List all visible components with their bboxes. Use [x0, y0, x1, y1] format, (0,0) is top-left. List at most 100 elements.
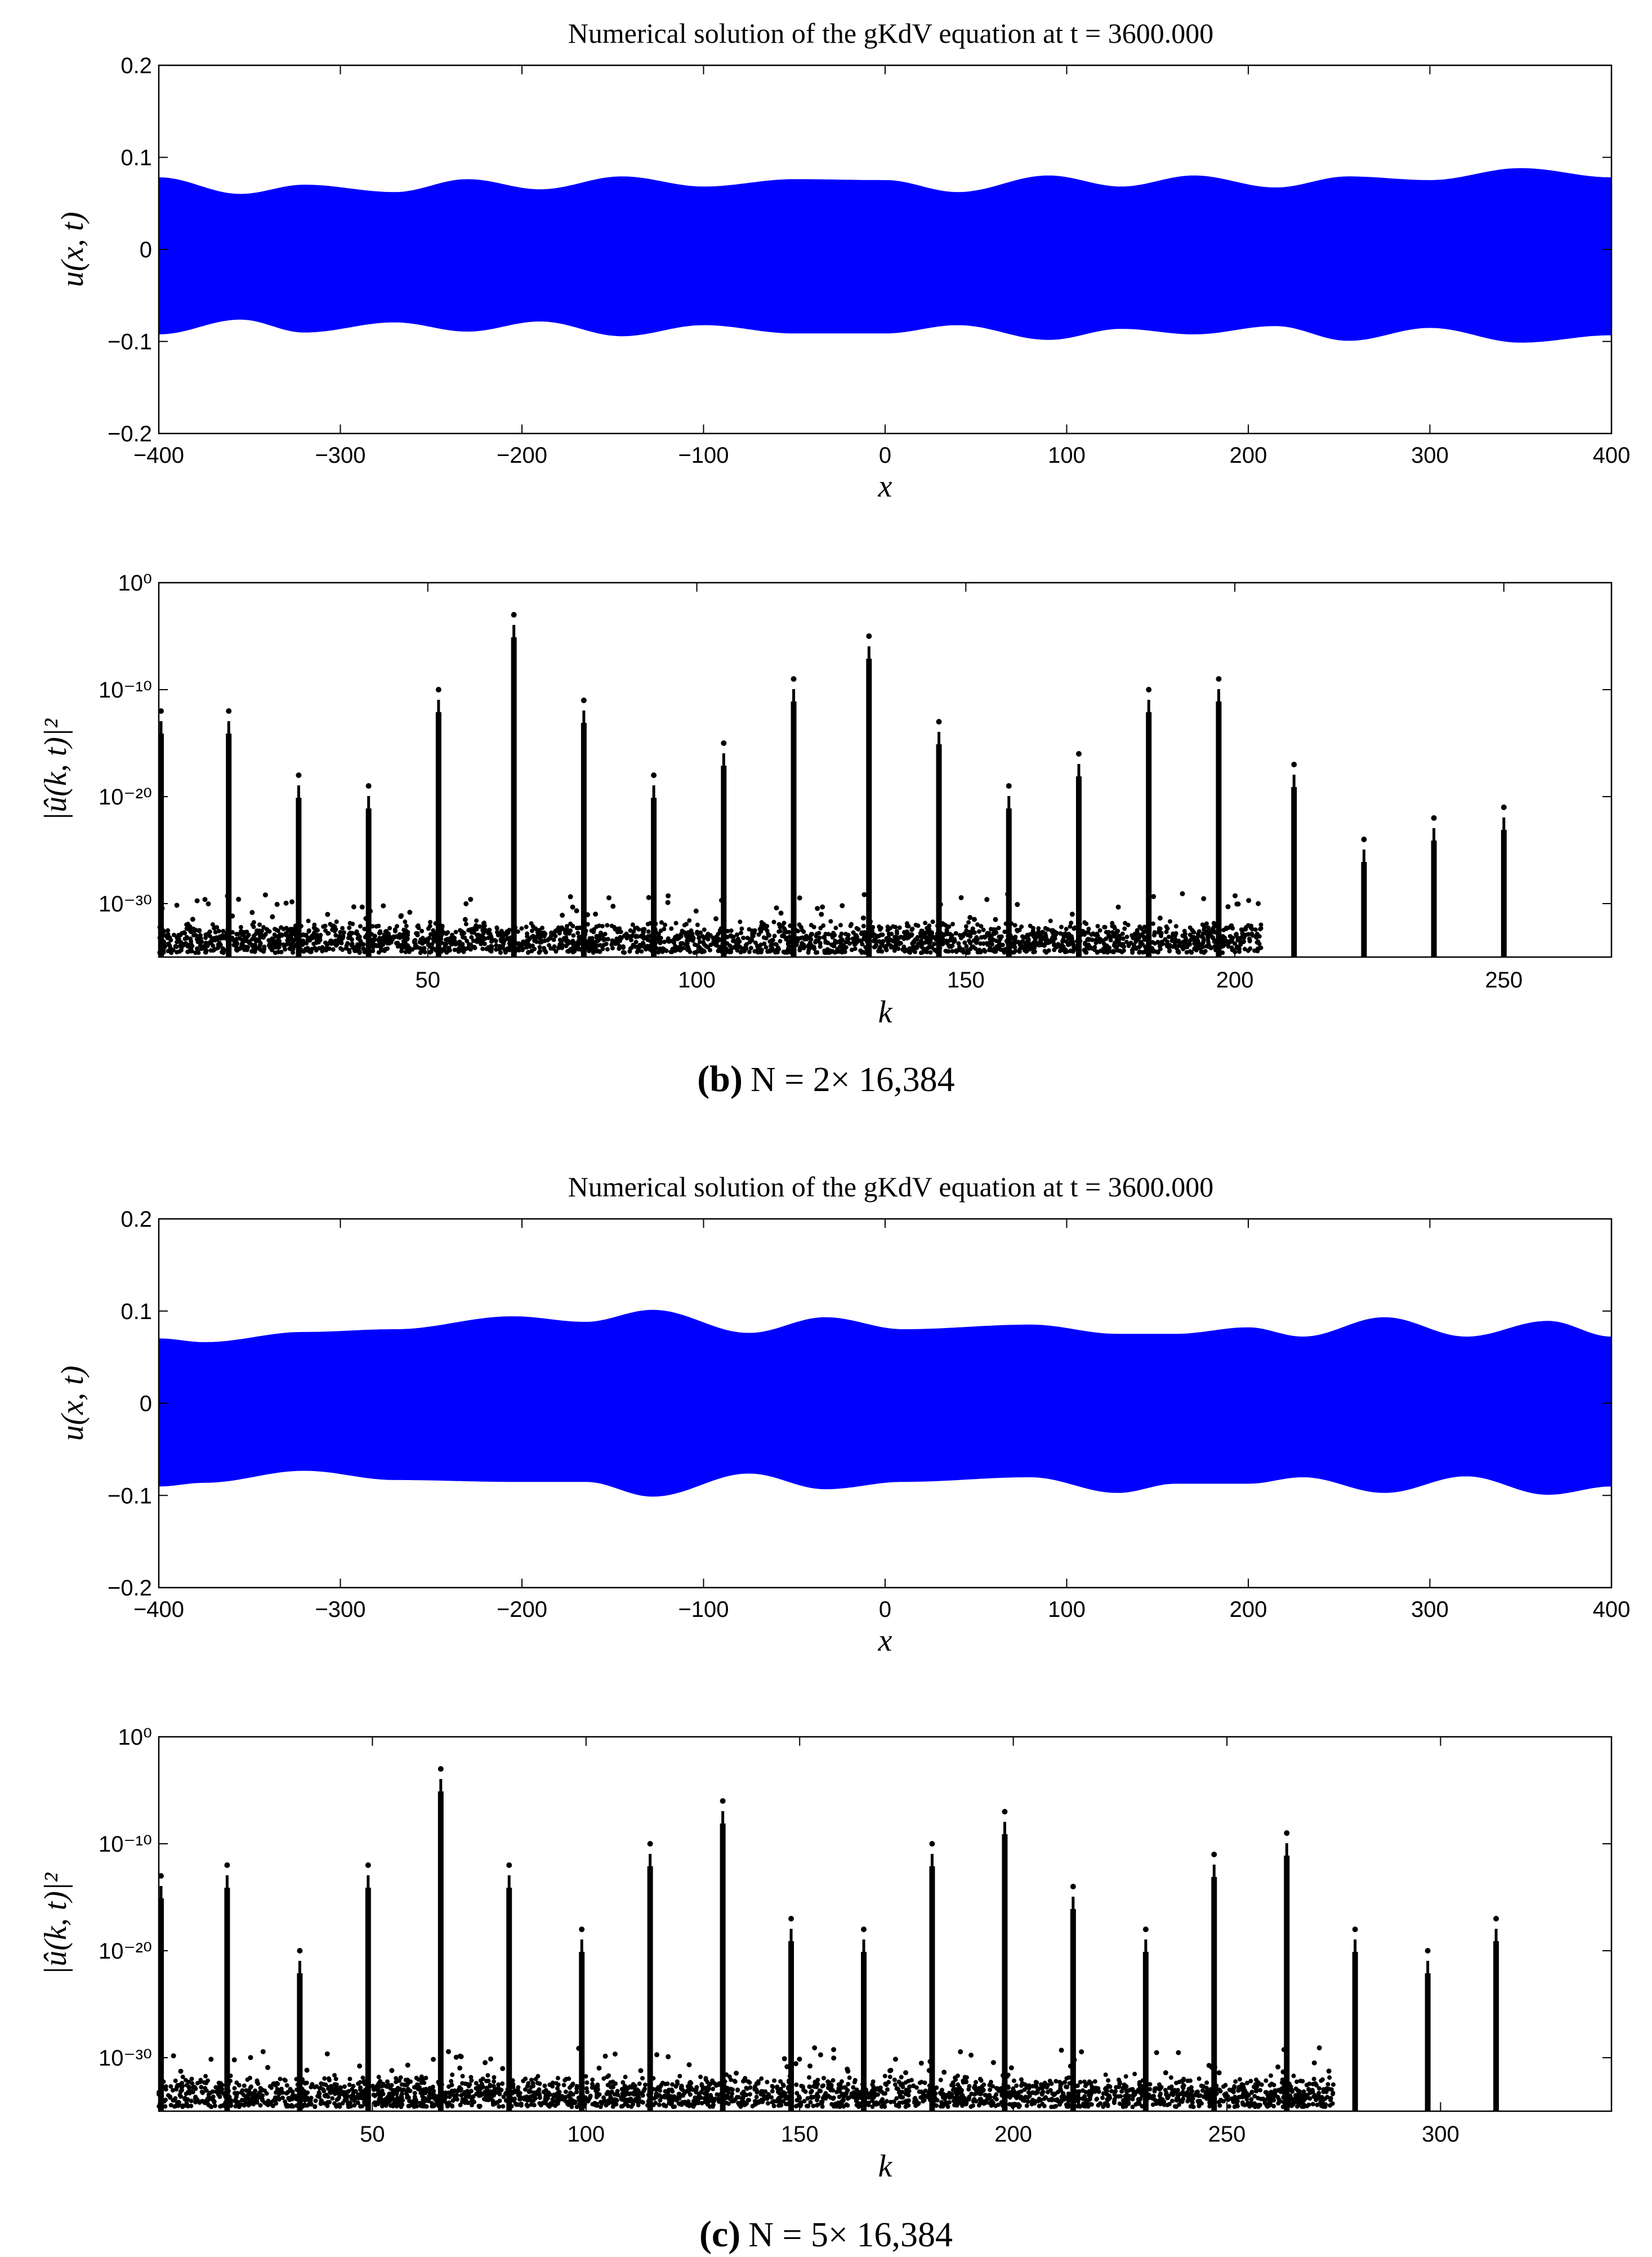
y-tick-label: 0.2: [120, 53, 152, 78]
peak-max-point: [651, 772, 657, 778]
spectrum-chart-0: 50 100 150 200 250 10⁰ 10⁻¹⁰ 10⁻²⁰ 10⁻³⁰ k |û(k, t…: [38, 571, 1613, 1030]
area-chart-1: −400 −300 −200 −100 0 100 200 300 400 −0.2 −0.1 0 0.…: [55, 1171, 1630, 1658]
chart-title: Numerical solution of the gKdV equation …: [568, 17, 1214, 49]
noise-outlier-points: [171, 2045, 1332, 2076]
x-tick-label: 100: [567, 2122, 605, 2147]
x-tick-label: −200: [497, 443, 547, 468]
x-axis-label: x: [878, 1623, 892, 1658]
y-tick-label: −0.2: [108, 1576, 152, 1601]
y-tick-label: 0: [140, 1392, 152, 1416]
x-tick-label: 100: [1048, 1597, 1086, 1622]
peak-max-point: [720, 1798, 726, 1804]
noise-outlier-points: [159, 891, 1261, 922]
x-tick-label: 200: [1230, 1597, 1267, 1622]
x-tick-label: −200: [497, 1597, 547, 1622]
peak-max-point: [1431, 815, 1437, 821]
peak-max-point: [297, 1948, 303, 1954]
x-tick-label: 200: [1230, 443, 1267, 468]
peak-max-point: [1284, 1830, 1290, 1836]
x-axis-label: k: [878, 995, 893, 1030]
x-tick-label: 50: [416, 968, 441, 993]
peak-max-point: [929, 1841, 935, 1847]
y-tick-label: −0.1: [108, 1483, 152, 1508]
peak-max-point: [1070, 1884, 1076, 1889]
caption-label: (b): [697, 1058, 743, 1100]
y-axis-label: u(x, t): [55, 1366, 90, 1441]
peak-max-point: [579, 1927, 585, 1932]
y-tick-label: 10⁰: [118, 571, 152, 596]
plot-frame: [158, 582, 1613, 958]
peak-max-point: [721, 740, 727, 746]
peak-max-point: [1291, 762, 1297, 767]
x-tick-label: 50: [360, 2122, 385, 2147]
x-tick-label: 400: [1593, 443, 1631, 468]
panel-caption: (b) N = 2× 16,384: [697, 1058, 954, 1100]
panel-caption: (c) N = 5× 16,384: [699, 2214, 953, 2255]
peak-max-point: [1006, 783, 1012, 789]
peak-max-point: [1076, 751, 1082, 757]
peak-max-point: [791, 676, 797, 682]
peak-max-point: [158, 708, 164, 714]
peak-max-point: [1142, 1927, 1149, 1932]
x-tick-label: 0: [879, 443, 891, 468]
peak-max-point: [224, 1862, 230, 1868]
peak-max-point: [788, 1916, 794, 1921]
y-axis-label: |û(k, t)|²: [38, 1872, 73, 1976]
x-tick-label: 0: [879, 1597, 891, 1622]
x-tick-label: −400: [133, 443, 184, 468]
x-tick-label: 200: [994, 2122, 1032, 2147]
x-tick-label: 200: [1216, 968, 1254, 993]
y-tick-label: −0.2: [108, 422, 152, 446]
peak-max-point: [647, 1841, 653, 1847]
x-tick-label: −100: [678, 1597, 729, 1622]
y-axis-label: |û(k, t)|²: [38, 718, 73, 821]
peak-max-point: [1216, 676, 1222, 682]
y-tick-label: 0: [140, 238, 152, 262]
y-tick-label: 0.1: [120, 1299, 152, 1324]
peak-max-point: [437, 1766, 444, 1772]
x-tick-label: 150: [781, 2122, 819, 2147]
peak-max-point: [296, 772, 302, 778]
peak-max-point: [1146, 687, 1152, 692]
peak-max-point: [511, 612, 517, 618]
noise-floor-points: [157, 2071, 1336, 2109]
y-tick-label: 0.2: [120, 1207, 152, 1232]
peak-max-point: [936, 719, 942, 725]
chart-title: Numerical solution of the gKdV equation …: [568, 1171, 1214, 1203]
peak-max-point: [1211, 1852, 1217, 1857]
peak-max-point: [861, 1927, 867, 1932]
peak-max-point: [581, 698, 587, 703]
x-tick-label: 250: [1208, 2122, 1246, 2147]
caption-text: N = 2× 16,384: [751, 1061, 955, 1099]
x-tick-label: 100: [1048, 443, 1086, 468]
peak-max-point: [435, 687, 441, 692]
x-axis-label: k: [878, 2149, 893, 2184]
x-tick-label: −300: [315, 443, 365, 468]
x-tick-label: 300: [1411, 1597, 1449, 1622]
y-tick-label: 10⁻²⁰: [99, 785, 152, 810]
peak-max-point: [866, 633, 872, 639]
x-tick-label: 300: [1422, 2122, 1459, 2147]
peak-max-point: [1425, 1948, 1431, 1954]
y-tick-label: 10⁻²⁰: [99, 1939, 152, 1964]
x-tick-label: 150: [947, 968, 985, 993]
peak-max-point: [1361, 837, 1367, 842]
x-tick-label: 300: [1411, 443, 1449, 468]
x-tick-label: 250: [1485, 968, 1523, 993]
caption-label: (c): [699, 2214, 740, 2255]
spectrum-chart-1: 50 100 150 200 250 300 10⁰ 10⁻¹⁰ 10⁻²⁰ 10⁻³⁰ k |û(k…: [38, 1725, 1613, 2184]
peak-max-point: [1002, 1809, 1008, 1814]
solution-band: [158, 168, 1612, 343]
y-tick-label: 10⁻³⁰: [99, 2046, 152, 2071]
solution-band: [158, 1309, 1612, 1497]
y-tick-label: 0.1: [120, 146, 152, 171]
caption-text: N = 5× 16,384: [748, 2216, 953, 2254]
x-tick-label: −400: [133, 1597, 184, 1622]
y-tick-label: 10⁻³⁰: [99, 892, 152, 917]
x-axis-label: x: [878, 469, 892, 504]
y-tick-label: −0.1: [108, 330, 152, 355]
x-tick-label: −300: [315, 1597, 365, 1622]
peak-max-point: [365, 783, 372, 789]
x-tick-label: −100: [678, 443, 729, 468]
